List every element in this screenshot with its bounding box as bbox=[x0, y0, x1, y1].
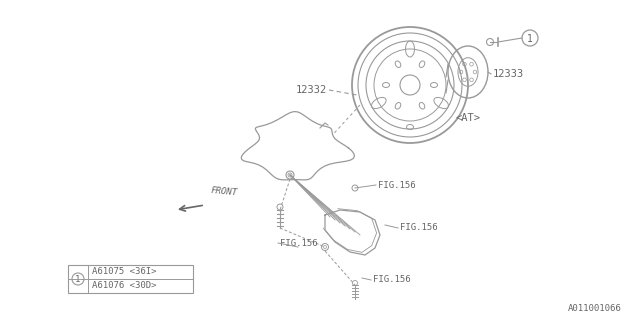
Text: FRONT: FRONT bbox=[210, 186, 237, 197]
Text: A61076 <30D>: A61076 <30D> bbox=[92, 282, 157, 291]
Text: <AT>: <AT> bbox=[456, 113, 481, 123]
Text: A61075 <36I>: A61075 <36I> bbox=[92, 268, 157, 276]
Text: FIG.156: FIG.156 bbox=[280, 238, 317, 247]
Bar bbox=[68, 265, 193, 293]
Text: 1: 1 bbox=[76, 276, 81, 284]
Text: FIG.156: FIG.156 bbox=[378, 180, 415, 189]
Text: 12332: 12332 bbox=[296, 85, 327, 95]
Text: FIG.156: FIG.156 bbox=[400, 223, 438, 233]
Text: FIG.156: FIG.156 bbox=[373, 276, 411, 284]
Text: 12333: 12333 bbox=[493, 69, 524, 79]
Text: A011001066: A011001066 bbox=[568, 304, 622, 313]
Text: 1: 1 bbox=[527, 34, 533, 44]
